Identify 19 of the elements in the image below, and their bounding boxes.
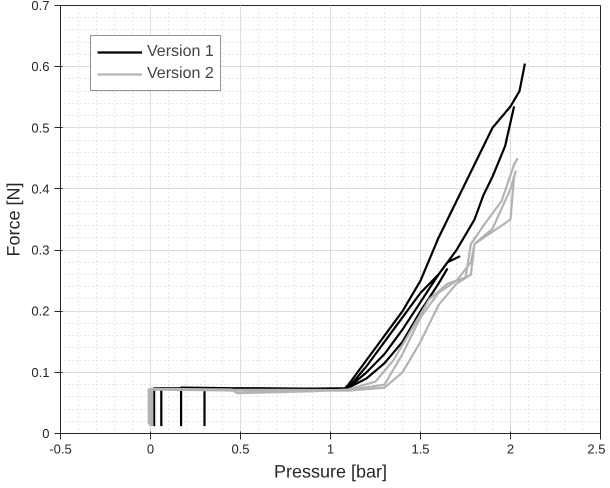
legend-label: Version 2	[147, 65, 214, 83]
y-axis-title: Force [N]	[3, 182, 24, 257]
y-tick-label: 0.6	[31, 59, 50, 74]
legend-label: Version 1	[147, 43, 214, 61]
x-tick-label: 1.5	[411, 442, 430, 456]
y-tick-label: 0.7	[31, 0, 50, 13]
x-tick-label: 0.5	[231, 442, 250, 456]
y-tick-label: 0.4	[31, 181, 50, 196]
x-tick-label: -0.5	[49, 442, 72, 456]
x-axis-title: Pressure [bar]	[274, 462, 388, 482]
y-tick-label: 0.3	[31, 242, 50, 258]
y-tick-label: 0.5	[31, 120, 50, 136]
y-tick-label: 0.1	[31, 364, 50, 380]
x-tick-label: 2.5	[587, 442, 606, 456]
y-tick-label: 0	[42, 426, 50, 441]
x-tick-label: 2	[506, 442, 514, 456]
x-tick-label: 1	[326, 442, 334, 456]
x-tick-label: 0	[146, 442, 154, 456]
y-tick-label: 0.2	[31, 304, 50, 319]
